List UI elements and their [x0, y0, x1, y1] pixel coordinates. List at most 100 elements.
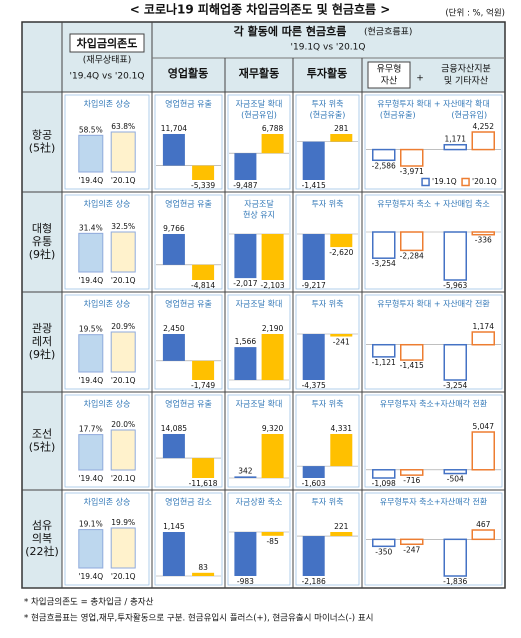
bar [261, 334, 284, 380]
chart-frame [295, 492, 360, 586]
sector-label: 조선 [32, 428, 52, 441]
bar [400, 469, 424, 476]
cash-source: (현금흐름표) [364, 27, 412, 38]
value-label: -241 [333, 338, 350, 347]
bar [192, 458, 215, 478]
chart-frame [364, 194, 503, 290]
value-label: 4,252 [473, 122, 495, 131]
bar [162, 234, 185, 265]
sector-label: 항공 [32, 129, 52, 142]
bar [400, 343, 424, 361]
bar [302, 234, 325, 280]
bar [302, 536, 325, 576]
chart-title: 현상 유지 [243, 210, 275, 220]
value-label: 11,704 [161, 124, 187, 133]
bar [234, 532, 257, 576]
value-label: -2,186 [302, 577, 326, 586]
value-label: 58.5% [79, 125, 103, 134]
bar [443, 231, 467, 281]
plus: + [416, 74, 424, 84]
bar [400, 231, 424, 252]
tangible-box [367, 61, 411, 89]
value-label: 9,766 [163, 224, 185, 233]
debt-header-box [69, 33, 145, 53]
value-label: 83 [198, 563, 208, 572]
sector-label: 섬유 [32, 519, 52, 532]
bar [78, 529, 104, 569]
col-header: 유무형 [377, 64, 402, 75]
value-label: -2,103 [261, 281, 285, 290]
sector-label: (5社) [29, 141, 56, 155]
chart-title: 투자 위축 [312, 200, 344, 209]
bar [261, 134, 284, 154]
chart-title: 영업현금 유출 [165, 199, 212, 209]
chart-frame [154, 194, 223, 290]
x-tick-label: '19.4Q [78, 176, 103, 185]
col-header: 투자활동 [307, 66, 347, 80]
value-label: 1,566 [235, 337, 257, 346]
bar [261, 234, 284, 280]
value-label: 17.7% [79, 425, 103, 434]
legend-swatch [461, 177, 470, 187]
value-label: -3,971 [400, 167, 424, 176]
bar [302, 141, 325, 180]
bar [443, 469, 467, 475]
sector-label: (9社) [29, 247, 56, 261]
x-tick-label: '20.1Q [111, 572, 136, 581]
debt-period: '19.4Q vs '20.1Q [70, 72, 145, 82]
bar [400, 148, 424, 167]
bar [443, 343, 467, 381]
sector-label: 유통 [32, 235, 52, 248]
bar [443, 143, 467, 151]
footnote: * 차입금의존도 = 총차입금 / 총자산 [24, 597, 154, 608]
value-label: -1,603 [302, 479, 326, 488]
chart-frame [64, 94, 150, 190]
cash-period: '19.1Q vs '20.1Q [291, 43, 366, 53]
bar [78, 134, 104, 173]
bar [162, 532, 185, 576]
x-tick-label: '20.1Q [111, 376, 136, 385]
bar [192, 165, 215, 180]
chart-frame [295, 194, 360, 290]
chart-frame [154, 394, 223, 488]
value-label: -5,339 [191, 181, 215, 190]
bar [234, 153, 257, 180]
x-tick-label: '19.4Q [78, 474, 103, 483]
x-tick-label: '19.4Q [78, 376, 103, 385]
chart-title: 차입의존 상승 [84, 99, 131, 109]
bar [261, 434, 284, 478]
x-tick-label: '19.4Q [78, 572, 103, 581]
sector-label: (9社) [29, 347, 56, 361]
bar [110, 131, 136, 173]
col-header: 자산 [381, 76, 398, 87]
bar [234, 476, 257, 478]
bar [330, 334, 353, 337]
sector-label: 대형 [32, 222, 52, 235]
chart-frame [227, 194, 291, 290]
chart-frame [295, 394, 360, 488]
value-label: -9,487 [233, 181, 257, 190]
value-label: -9,217 [302, 281, 326, 290]
legend-swatch [421, 177, 430, 187]
value-label: -504 [447, 475, 464, 484]
chart-frame [64, 492, 150, 586]
chart-frame [227, 94, 291, 190]
sector-label: (22社) [25, 544, 59, 558]
chart-title: 자금조달 확대 [236, 99, 283, 109]
chart-frame [154, 492, 223, 586]
chart-title: 투자 위축 [312, 498, 344, 507]
x-tick-label: '19.4Q [78, 276, 103, 285]
bar [372, 469, 396, 479]
value-label: 32.5% [111, 222, 135, 231]
bar [162, 434, 185, 459]
chart-title: 차입의존 상승 [84, 199, 131, 209]
x-tick-label: '20.1Q [111, 176, 136, 185]
chart-title: 유무형투자 축소+자산매각 전환 [380, 497, 488, 507]
value-label: -1,415 [302, 181, 326, 190]
value-label: 31.4% [79, 223, 103, 232]
chart-title: (현금유출) [310, 110, 346, 120]
value-label: 2,450 [163, 324, 185, 333]
chart-title: 영업현금 감소 [165, 497, 212, 507]
sector-label: 관광 [32, 322, 52, 335]
bar [192, 360, 215, 380]
